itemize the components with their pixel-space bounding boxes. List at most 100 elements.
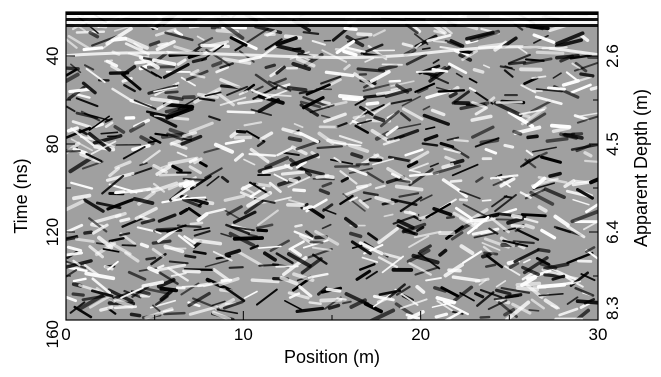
reflection-streak (566, 296, 579, 305)
reflection-streak (503, 69, 514, 78)
reflection-streak (329, 158, 354, 165)
reflection-streak (471, 101, 487, 109)
reflection-streak (190, 73, 206, 79)
reflection-streak (480, 230, 494, 236)
reflection-streak (342, 300, 352, 305)
reflection-streak (83, 198, 105, 213)
reflection-streak (372, 29, 386, 37)
reflection-streak (474, 292, 485, 299)
reflection-streak (75, 111, 99, 120)
reflection-streak (335, 39, 356, 55)
reflection-streak (71, 120, 92, 129)
reflection-streak (320, 75, 342, 85)
reflection-streak (534, 95, 563, 106)
reflection-streak (155, 227, 178, 231)
reflection-streak (518, 108, 545, 116)
reflection-streak (78, 283, 99, 293)
reflection-streak (162, 309, 174, 313)
y2-axis-title: Apparent Depth (m) (631, 89, 651, 247)
reflection-streak (443, 147, 461, 154)
reflection-streak (140, 66, 158, 77)
reflection-streak (458, 198, 469, 202)
reflection-streak (238, 55, 262, 63)
reflection-streak (453, 138, 469, 143)
reflection-streak (176, 58, 187, 66)
reflection-streak (444, 155, 457, 163)
reflection-streak (275, 65, 286, 75)
reflection-streak (336, 297, 347, 301)
reflection-streak (566, 224, 586, 239)
reflection-streak (459, 49, 474, 55)
reflection-streak (451, 163, 479, 177)
reflection-streak (422, 113, 450, 126)
y-tick-label: 40 (43, 47, 62, 66)
reflection-streak (362, 83, 390, 92)
reflection-streak (512, 129, 523, 136)
reflection-streak (288, 177, 299, 184)
reflection-streak (343, 26, 358, 32)
reflection-streak (485, 254, 504, 269)
reflection-streak (284, 299, 303, 311)
reflection-streak (530, 151, 548, 161)
reflection-streak (275, 44, 305, 54)
reflection-streak (425, 276, 442, 282)
reflection-streak (570, 143, 598, 151)
reflection-streak (268, 80, 292, 92)
reflection-streak (211, 300, 226, 307)
reflection-streak (356, 119, 372, 125)
reflection-streak (409, 150, 430, 164)
reflection-streak (85, 67, 106, 84)
reflection-streak (507, 60, 527, 66)
reflection-streak (558, 307, 579, 317)
reflection-streak (543, 187, 566, 199)
reflection-streak (193, 157, 203, 165)
reflection-streak (368, 158, 383, 162)
reflection-streak (147, 140, 158, 144)
reflection-streak (576, 115, 598, 124)
y-axis-right: 2.6 4.5 6.4 8.3 (589, 44, 622, 321)
reflection-streak (438, 248, 448, 257)
reflection-streak (299, 100, 321, 109)
reflection-streak (570, 83, 592, 94)
reflection-streak (394, 178, 411, 183)
reflection-streak (293, 123, 304, 129)
reflection-streak (500, 287, 531, 294)
reflection-streak (536, 247, 551, 253)
reflection-streak (524, 158, 537, 169)
reflection-streak (315, 174, 330, 179)
reflection-streak (159, 286, 179, 293)
reflection-streak (369, 308, 396, 320)
reflection-streak (364, 57, 375, 63)
reflection-streak (213, 142, 235, 154)
reflection-streak (343, 63, 351, 71)
reflection-streak (367, 232, 379, 241)
reflection-streak (488, 227, 499, 235)
reflection-streak (183, 235, 197, 245)
reflection-streak (66, 251, 84, 257)
reflection-streak (563, 179, 576, 189)
reflection-streak (257, 245, 282, 249)
reflection-streak (392, 213, 420, 225)
reflection-streak (523, 258, 531, 264)
reflection-streak (502, 239, 529, 248)
reflection-streak (491, 195, 508, 208)
reflection-streak (250, 278, 280, 284)
reflection-streak (71, 292, 85, 297)
reflection-streak (180, 194, 188, 200)
reflection-streak (374, 184, 386, 190)
reflection-streak (459, 244, 475, 256)
reflection-streak (129, 312, 142, 318)
reflection-streak (111, 87, 135, 103)
reflection-streak (129, 122, 146, 133)
reflection-streak (365, 270, 378, 280)
reflection-streak (139, 162, 148, 167)
reflection-streak (158, 173, 188, 177)
reflection-streak (88, 245, 104, 259)
reflection-streak (377, 64, 398, 72)
reflection-streak (169, 138, 182, 146)
reflection-streak (91, 34, 119, 47)
reflection-streak (219, 62, 234, 69)
reflection-streak (250, 89, 271, 99)
reflection-streak (289, 153, 319, 167)
